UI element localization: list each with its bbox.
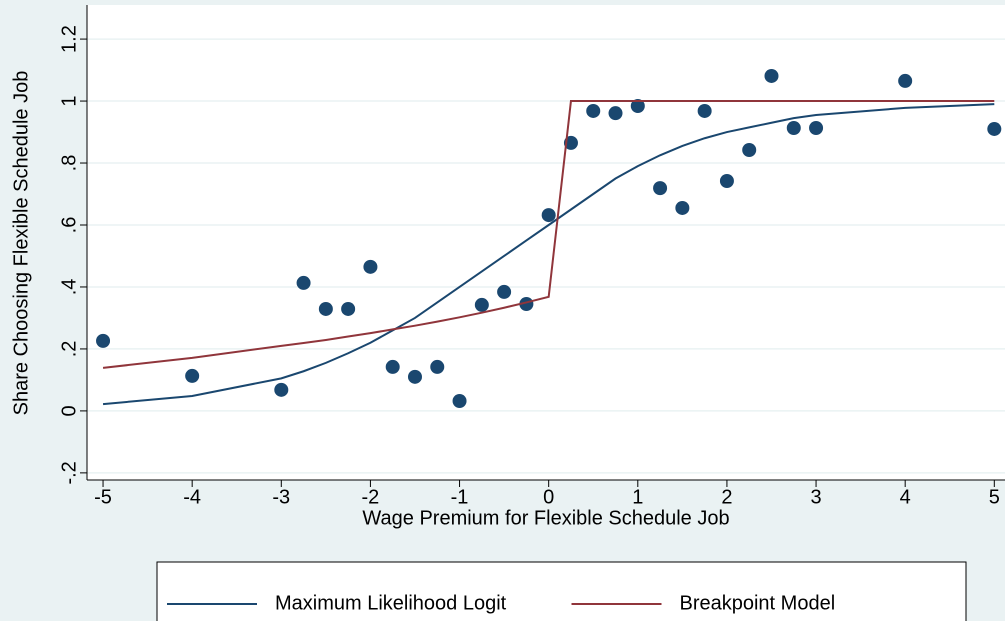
legend-label: Breakpoint Model: [680, 592, 836, 614]
point: [318, 301, 333, 316]
point: [385, 359, 400, 374]
point: [898, 73, 913, 88]
x-tick-label: -3: [272, 486, 290, 508]
legend-box: [156, 561, 967, 621]
y-tick-label: .8: [58, 155, 80, 172]
point: [697, 103, 712, 118]
point: [541, 208, 556, 223]
x-tick-label: -2: [362, 486, 380, 508]
point: [341, 301, 356, 316]
plot-area: [87, 5, 1005, 480]
point: [608, 106, 623, 121]
point: [719, 173, 734, 188]
point: [363, 259, 378, 274]
point: [452, 393, 467, 408]
x-tick-label: -5: [94, 486, 112, 508]
x-axis-title: Wage Premium for Flexible Schedule Job: [362, 507, 729, 529]
point: [519, 297, 534, 312]
point: [296, 275, 311, 290]
y-tick-label: .4: [58, 279, 80, 296]
x-tick-label: 5: [989, 486, 1000, 508]
point: [786, 121, 801, 136]
x-tick-label: 4: [900, 486, 911, 508]
x-tick-label: 1: [632, 486, 643, 508]
y-tick-label: 1.2: [58, 25, 80, 53]
line: [102, 103, 995, 406]
y-axis-title: Share Choosing Flexible Schedule Job: [10, 71, 32, 416]
x-tick-label: -4: [183, 486, 201, 508]
x-tick-label: 3: [810, 486, 821, 508]
point: [764, 68, 779, 83]
point: [809, 121, 824, 136]
point: [586, 103, 601, 118]
y-tick-label: -.2: [58, 461, 80, 484]
x-tick-label: -1: [451, 486, 469, 508]
y-tick-label: .2: [58, 341, 80, 358]
point: [675, 200, 690, 215]
x-tick-label: 0: [543, 486, 554, 508]
y-tick-label: .6: [58, 217, 80, 234]
y-tick-label: 1: [58, 95, 80, 106]
point: [987, 121, 1002, 136]
x-tick-label: 2: [721, 486, 732, 508]
point: [474, 297, 489, 312]
point: [185, 368, 200, 383]
line: [102, 100, 995, 369]
y-tick-label: 0: [58, 405, 80, 416]
point: [407, 369, 422, 384]
point: [653, 181, 668, 196]
point: [96, 333, 111, 348]
point: [497, 284, 512, 299]
point: [742, 143, 757, 158]
point: [430, 359, 445, 374]
point: [630, 99, 645, 114]
legend-label: Maximum Likelihood Logit: [275, 592, 507, 614]
point: [274, 382, 289, 397]
